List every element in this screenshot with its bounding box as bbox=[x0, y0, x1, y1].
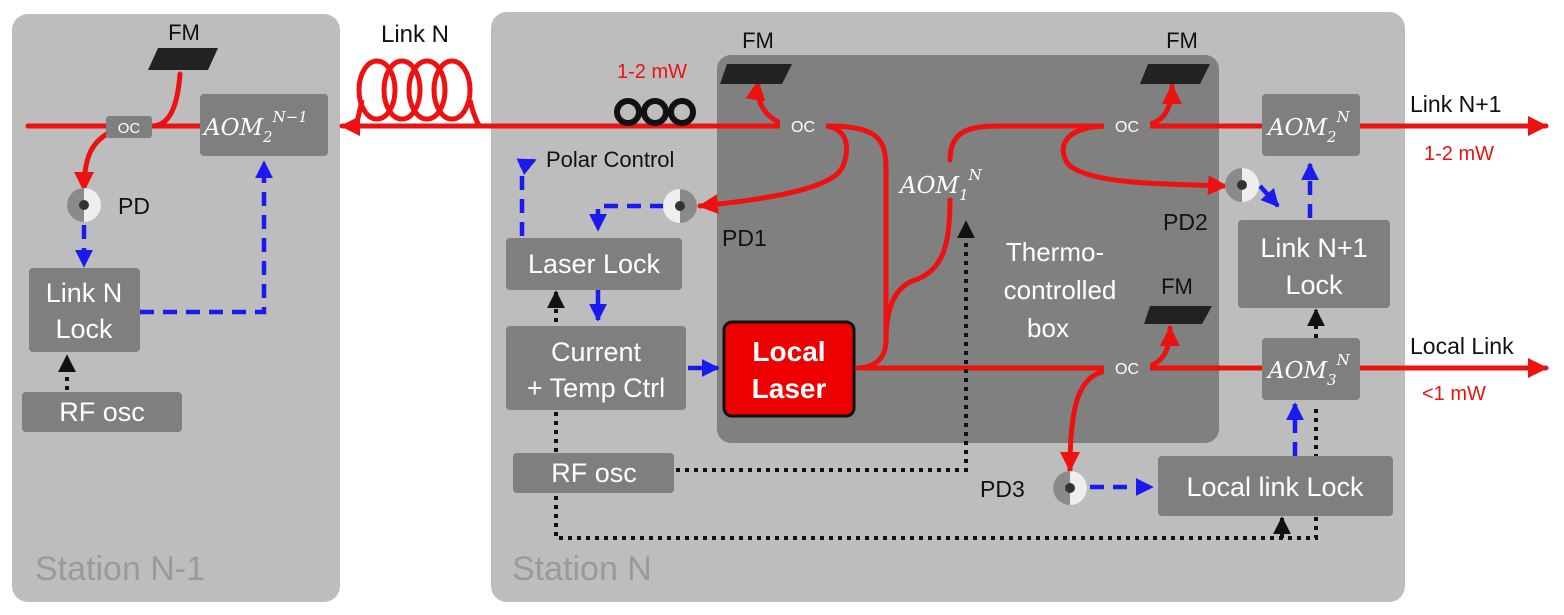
pd-left-label: PD bbox=[118, 193, 150, 219]
svg-text:Laser: Laser bbox=[752, 373, 827, 404]
station-n-label: Station N bbox=[512, 550, 652, 588]
aom2-box: AOM2N bbox=[1262, 94, 1360, 156]
fm-oc1: FM bbox=[720, 28, 792, 84]
svg-text:AOM1N: AOM1N bbox=[898, 166, 983, 204]
fiber-oc2-to-fm bbox=[1147, 83, 1182, 127]
pd2-icon bbox=[1225, 168, 1259, 202]
fiber-left-to-fm bbox=[149, 71, 183, 129]
svg-text:RF osc: RF osc bbox=[59, 397, 145, 427]
oc-3: OC bbox=[1104, 356, 1150, 380]
thermo-label-line3: box bbox=[1027, 313, 1069, 343]
rf-osc-left-box: RF osc bbox=[22, 392, 182, 432]
elec-linkn-lock-to-aom-left bbox=[140, 160, 273, 315]
fiber-oc1-to-pd1 bbox=[697, 123, 850, 215]
current-temp-ctrl-box: Current + Temp Ctrl bbox=[506, 326, 686, 410]
fm-oc3: FM bbox=[1144, 274, 1212, 324]
elec-laser-lock-to-polar bbox=[516, 157, 537, 236]
thermo-label-line1: Thermo- bbox=[1006, 237, 1104, 267]
fm-oc2: FM bbox=[1140, 28, 1210, 84]
svg-text:AOM2N: AOM2N bbox=[1266, 108, 1351, 146]
svg-text:Current: Current bbox=[551, 337, 642, 367]
rf-osc-right-box: RF osc bbox=[513, 453, 674, 493]
svg-text:Lock: Lock bbox=[1285, 270, 1343, 300]
aom3-box: AOM3N bbox=[1262, 338, 1360, 400]
elec-pd2-to-linkn1-lock bbox=[1258, 184, 1280, 208]
link-n-spool bbox=[353, 58, 483, 129]
link-n1-lock-box: Link N+1 Lock bbox=[1238, 220, 1390, 308]
svg-text:Local link Lock: Local link Lock bbox=[1186, 472, 1364, 502]
pd2-label: PD2 bbox=[1163, 209, 1208, 235]
aom1-label: AOM1N bbox=[898, 166, 983, 204]
svg-text:Local: Local bbox=[752, 336, 825, 367]
svg-text:AOM3N: AOM3N bbox=[1266, 351, 1351, 389]
thermo-label-line2: controlled bbox=[1004, 275, 1117, 305]
fm-oc2-label: FM bbox=[1166, 28, 1198, 53]
pd3-label: PD3 bbox=[980, 476, 1025, 502]
pd1-label: PD1 bbox=[722, 225, 767, 251]
fiber-oc3-to-pd3 bbox=[1060, 367, 1113, 473]
svg-text:Lock: Lock bbox=[55, 314, 113, 344]
svg-text:OC: OC bbox=[1115, 361, 1139, 378]
elec-pd1-to-laser-lock bbox=[589, 203, 664, 232]
ref-rf-right-to-aom1 bbox=[676, 220, 975, 472]
fm-oc3-label: FM bbox=[1161, 274, 1193, 299]
svg-text:Laser Lock: Laser Lock bbox=[528, 249, 661, 279]
link-n-power: 1-2 mW bbox=[617, 61, 687, 83]
fiber-oc1-to-laser bbox=[823, 123, 889, 371]
pd3-icon bbox=[1053, 471, 1087, 505]
fiber-oc1-to-fm bbox=[745, 79, 781, 125]
polar-loops bbox=[614, 98, 696, 126]
link-n-label: Link N bbox=[381, 21, 449, 48]
station-n-minus-1-label: Station N-1 bbox=[35, 550, 205, 588]
laser-lock-box: Laser Lock bbox=[506, 238, 682, 290]
fiber-oc2-to-pd2 bbox=[1060, 123, 1229, 196]
svg-text:Link N: Link N bbox=[46, 278, 123, 308]
svg-text:OC: OC bbox=[791, 119, 815, 136]
link-n1-label: Link N+1 bbox=[1410, 91, 1501, 117]
fm-left: FM bbox=[148, 20, 218, 70]
aom-left-box: AOM2N−1 bbox=[200, 94, 328, 156]
fiber-paths bbox=[25, 71, 1549, 473]
link-n1-power: 1-2 mW bbox=[1424, 143, 1494, 165]
svg-text:+ Temp Ctrl: + Temp Ctrl bbox=[527, 373, 665, 403]
fiber-oc3-to-fm bbox=[1147, 325, 1180, 369]
svg-text:RF osc: RF osc bbox=[551, 458, 637, 488]
oc-2: OC bbox=[1104, 114, 1150, 138]
svg-text:OC: OC bbox=[1115, 119, 1139, 136]
fm-left-label: FM bbox=[168, 20, 200, 45]
oc-1: OC bbox=[780, 114, 826, 138]
fm-oc1-label: FM bbox=[742, 28, 774, 53]
svg-text:Link N+1: Link N+1 bbox=[1260, 233, 1367, 263]
link-n-lock-box: Link N Lock bbox=[29, 268, 140, 352]
fiber-aom1-to-oc2 bbox=[947, 123, 1113, 163]
pd1-icon bbox=[663, 189, 697, 223]
local-link-power: <1 mW bbox=[1422, 383, 1486, 405]
fiber-laser-to-aom1 bbox=[883, 197, 953, 343]
local-link-lock-box: Local link Lock bbox=[1158, 456, 1393, 516]
pd-left-icon bbox=[67, 188, 101, 222]
oc-left: OC bbox=[106, 116, 152, 138]
svg-text:OC: OC bbox=[118, 120, 141, 137]
local-laser-box: Local Laser bbox=[722, 320, 856, 418]
polar-control-label: Polar Control bbox=[546, 147, 674, 172]
svg-text:AOM2N−1: AOM2N−1 bbox=[202, 108, 308, 146]
local-link-label: Local Link bbox=[1410, 333, 1514, 359]
electrical-paths bbox=[75, 157, 1319, 496]
